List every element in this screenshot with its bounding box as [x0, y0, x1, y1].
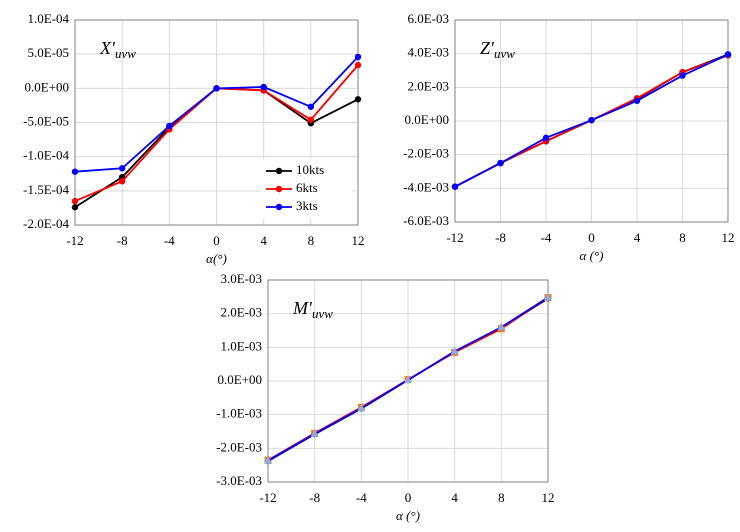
- x-tick-label: 4: [634, 230, 641, 245]
- marker: [679, 72, 686, 79]
- y-tick-label: -6.0E-03: [403, 213, 449, 228]
- annotation-main: Z′: [480, 38, 495, 58]
- x-tick-label: 0: [213, 233, 220, 248]
- marker: [71, 204, 79, 211]
- y-tick-label: 0.0E+00: [404, 112, 449, 127]
- x-tick-label: -4: [164, 233, 175, 248]
- legend-marker: [275, 185, 283, 193]
- y-tick-label: 4.0E-03: [407, 45, 449, 60]
- y-tick-label: 1.0E-04: [27, 11, 69, 26]
- x-tick-label: -12: [446, 230, 463, 245]
- x-tick-label: 12: [542, 490, 555, 505]
- legend-label: 10kts: [296, 162, 324, 177]
- x-axis-label: α (°): [396, 508, 420, 523]
- x-axis-label: α (°): [580, 248, 604, 263]
- annotation-main: X′: [99, 38, 116, 58]
- marker: [71, 168, 79, 175]
- y-tick-label: -1.0E-04: [23, 148, 69, 163]
- marker: [404, 375, 412, 383]
- plot-frame: [454, 19, 729, 223]
- y-tick-label: -2.0E-04: [23, 216, 69, 231]
- x-tick-label: -8: [495, 230, 506, 245]
- y-tick-label: 0.0E+00: [24, 79, 69, 94]
- y-tick-label: -1.5E-04: [23, 182, 69, 197]
- subplot: -6.0E-03 -4.0E-03 -2.0E-03 0.0E+00 2.0E-03 4.…: [403, 11, 734, 263]
- x-tick-label: 8: [308, 233, 315, 248]
- marker: [544, 293, 552, 301]
- annotation: M′uvw: [292, 298, 333, 321]
- subplot: -3.0E-03 -2.0E-03 -1.0E-03 0.0E+00 1.0E-03 2.…: [216, 271, 554, 523]
- x-tick-label: 4: [451, 490, 458, 505]
- marker: [307, 116, 315, 123]
- legend-marker: [275, 167, 283, 175]
- y-tick-label: -4.0E-03: [403, 179, 449, 194]
- marker: [354, 53, 362, 61]
- legend-label: 3kts: [296, 198, 318, 213]
- plot-frame: [267, 279, 549, 483]
- marker: [497, 159, 504, 167]
- x-axis-label: α(°): [206, 251, 227, 266]
- x-tick-label: 0: [588, 230, 595, 245]
- annotation: Z′uvw: [480, 38, 515, 61]
- annotation-sub: uvw: [115, 46, 136, 61]
- y-tick-label: -3.0E-03: [216, 473, 262, 488]
- x-tick-label: -4: [356, 490, 367, 505]
- marker: [354, 61, 362, 69]
- y-tick-label: -2.0E-03: [216, 439, 262, 454]
- marker: [264, 456, 272, 464]
- marker: [451, 183, 459, 190]
- legend-label: 6kts: [296, 180, 318, 195]
- marker: [357, 403, 366, 412]
- annotation-sub: uvw: [494, 46, 515, 61]
- y-tick-label: -1.0E-03: [216, 406, 262, 421]
- x-tick-label: -4: [541, 230, 552, 245]
- x-tick-label: -12: [66, 233, 83, 248]
- marker: [354, 96, 362, 103]
- marker: [542, 134, 550, 142]
- marker: [166, 122, 173, 130]
- x-tick-label: 12: [352, 233, 365, 248]
- marker: [450, 346, 459, 355]
- y-tick-label: -5.0E-05: [23, 113, 69, 128]
- y-tick-label: 2.0E-03: [220, 305, 262, 320]
- y-tick-label: -2.0E-03: [403, 146, 449, 161]
- annotation-main: M′: [292, 298, 313, 318]
- x-tick-label: -8: [309, 490, 320, 505]
- marker: [213, 85, 220, 92]
- marker: [118, 165, 126, 172]
- y-tick-label: 6.0E-03: [407, 11, 449, 26]
- marker: [71, 197, 79, 205]
- y-tick-label: 3.0E-03: [220, 271, 262, 286]
- marker: [497, 322, 506, 331]
- x-tick-label: -8: [117, 233, 128, 248]
- y-tick-label: 2.0E-03: [407, 78, 449, 93]
- legend-marker: [275, 203, 283, 211]
- y-tick-label: 0.0E+00: [217, 372, 262, 387]
- y-tick-label: 5.0E-05: [27, 45, 69, 60]
- marker: [307, 103, 315, 110]
- marker: [633, 97, 641, 105]
- plot-frame: [74, 19, 359, 226]
- marker: [260, 83, 267, 91]
- subplot: -2.0E-04 -1.5E-04 -1.0E-04 -5.0E-05 0.0E+00 5…: [23, 11, 364, 266]
- x-tick-label: 12: [722, 230, 735, 245]
- marker: [588, 116, 595, 124]
- x-tick-label: 4: [260, 233, 267, 248]
- marker: [310, 429, 319, 437]
- annotation: X′uvw: [99, 38, 136, 61]
- marker: [724, 51, 732, 58]
- x-tick-label: 8: [679, 230, 686, 245]
- annotation-sub: uvw: [312, 306, 333, 321]
- y-tick-label: 1.0E-03: [220, 338, 262, 353]
- x-tick-label: -12: [259, 490, 276, 505]
- marker: [118, 178, 126, 185]
- x-tick-label: 8: [498, 490, 505, 505]
- x-tick-label: 0: [405, 490, 412, 505]
